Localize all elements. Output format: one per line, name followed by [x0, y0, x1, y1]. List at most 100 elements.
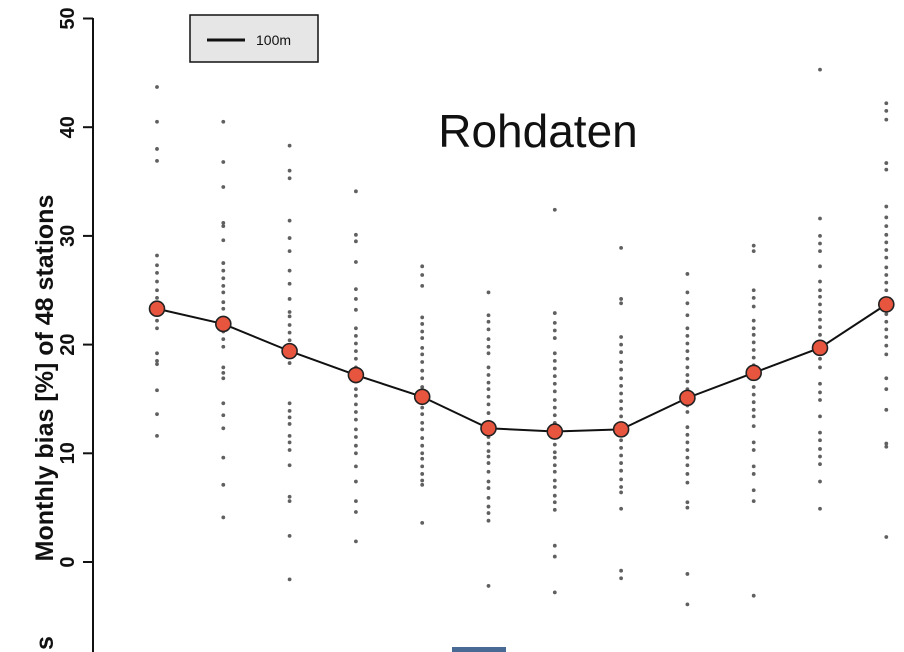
station-point — [287, 330, 292, 335]
station-point — [751, 355, 756, 360]
station-point — [354, 341, 358, 346]
y-axis-ticks: 0 10 20 30 40 50 — [57, 7, 93, 568]
station-point — [155, 326, 159, 331]
station-point — [884, 161, 889, 165]
station-point — [155, 295, 159, 300]
station-point — [155, 362, 159, 367]
station-point — [287, 176, 292, 181]
station-point — [287, 401, 292, 406]
station-point — [287, 310, 292, 314]
station-point — [818, 310, 822, 314]
station-point — [685, 373, 690, 377]
station-point — [751, 448, 756, 452]
station-point — [552, 590, 557, 595]
station-point — [619, 384, 623, 388]
station-point — [486, 387, 491, 392]
station-point — [751, 249, 756, 254]
station-point — [884, 117, 889, 122]
mean-marker — [546, 423, 564, 440]
station-point — [818, 438, 822, 443]
station-point — [486, 344, 491, 349]
station-point — [420, 352, 425, 357]
station-point — [420, 436, 425, 440]
station-point — [155, 270, 159, 275]
station-point — [420, 420, 425, 425]
station-point — [420, 284, 425, 288]
station-point — [619, 461, 623, 465]
station-point — [685, 432, 690, 437]
station-point — [552, 485, 557, 489]
y-tick-label: 10 — [57, 442, 79, 464]
station-point — [751, 414, 756, 419]
station-point — [287, 409, 292, 413]
station-point — [221, 224, 226, 229]
station-point — [619, 350, 623, 355]
station-point — [552, 374, 557, 379]
station-point — [354, 326, 358, 331]
station-point — [619, 490, 623, 495]
bottom-partial-mark — [452, 647, 506, 652]
station-point — [818, 317, 822, 322]
station-point — [619, 301, 623, 306]
station-point — [354, 239, 358, 244]
station-point — [884, 312, 889, 317]
y-tick-label: 50 — [57, 7, 79, 29]
station-point — [751, 288, 756, 293]
station-point — [751, 407, 756, 412]
station-point — [818, 390, 822, 395]
station-point — [552, 413, 557, 418]
station-point — [685, 272, 690, 276]
station-point — [751, 318, 756, 323]
station-point — [818, 264, 822, 269]
station-point — [354, 427, 358, 432]
y-tick-label: 30 — [57, 225, 79, 247]
station-point — [619, 445, 623, 450]
station-point — [354, 287, 358, 292]
station-point — [884, 215, 889, 220]
mean-marker — [745, 364, 763, 382]
station-point — [751, 385, 756, 389]
station-point — [818, 398, 822, 402]
station-point — [287, 434, 292, 438]
station-point — [221, 306, 226, 311]
station-point — [354, 479, 358, 484]
station-point — [685, 505, 690, 510]
mean-marker — [612, 421, 630, 438]
station-point — [354, 435, 358, 439]
station-point — [619, 576, 623, 581]
station-point — [221, 344, 226, 349]
station-point — [354, 410, 358, 414]
station-point — [751, 348, 756, 352]
station-point — [354, 356, 358, 361]
station-point — [884, 288, 889, 293]
station-point — [818, 479, 822, 484]
station-point — [420, 443, 425, 448]
station-point — [818, 302, 822, 307]
station-point — [486, 504, 491, 509]
station-point — [354, 539, 358, 544]
station-point — [751, 295, 756, 300]
station-point — [221, 268, 226, 273]
station-point — [420, 412, 425, 417]
y-tick-label: 0 — [57, 556, 79, 567]
station-point — [221, 185, 226, 189]
station-point — [552, 554, 557, 559]
station-point — [685, 334, 690, 338]
station-point — [884, 265, 889, 270]
station-point — [619, 406, 623, 411]
mean-marker — [811, 339, 829, 357]
station-point — [287, 249, 292, 254]
station-point — [486, 402, 491, 407]
station-point — [619, 335, 623, 339]
station-point — [552, 389, 557, 394]
station-point — [420, 329, 425, 334]
legend-label: 100m — [256, 32, 291, 48]
station-point — [552, 320, 557, 325]
station-point — [884, 232, 889, 237]
station-point — [818, 241, 822, 246]
station-point — [221, 220, 226, 225]
station-point — [552, 442, 557, 447]
station-point — [552, 493, 557, 498]
station-point — [884, 343, 889, 348]
